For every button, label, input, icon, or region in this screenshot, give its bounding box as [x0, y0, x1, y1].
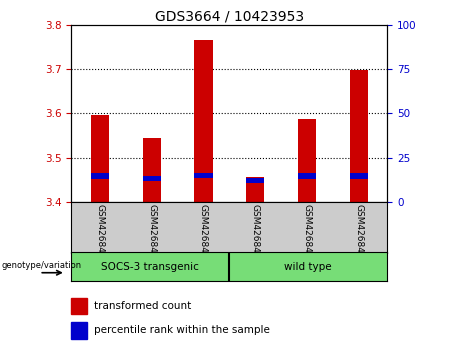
- Bar: [142, 138, 161, 202]
- Text: genotype/variation: genotype/variation: [1, 261, 82, 269]
- Bar: [298, 119, 316, 202]
- Bar: [142, 176, 161, 181]
- Text: GSM426844: GSM426844: [302, 204, 312, 259]
- Text: SOCS-3 transgenic: SOCS-3 transgenic: [101, 262, 199, 272]
- Bar: [71, 298, 87, 314]
- Bar: [229, 252, 387, 281]
- Text: percentile rank within the sample: percentile rank within the sample: [94, 325, 269, 336]
- Text: wild type: wild type: [284, 262, 332, 272]
- Bar: [350, 173, 368, 179]
- Bar: [91, 115, 109, 202]
- Text: GSM426841: GSM426841: [147, 204, 156, 259]
- Title: GDS3664 / 10423953: GDS3664 / 10423953: [155, 10, 304, 24]
- Bar: [195, 172, 213, 178]
- Bar: [246, 178, 264, 183]
- Bar: [246, 177, 264, 202]
- Bar: [71, 322, 87, 339]
- Text: GSM426840: GSM426840: [95, 204, 105, 259]
- Text: transformed count: transformed count: [94, 301, 191, 311]
- Bar: [71, 252, 229, 281]
- Text: GSM426843: GSM426843: [251, 204, 260, 259]
- Bar: [195, 40, 213, 202]
- Bar: [298, 173, 316, 179]
- Bar: [91, 173, 109, 179]
- Text: GSM426842: GSM426842: [199, 204, 208, 259]
- Bar: [350, 70, 368, 202]
- Text: GSM426845: GSM426845: [354, 204, 363, 259]
